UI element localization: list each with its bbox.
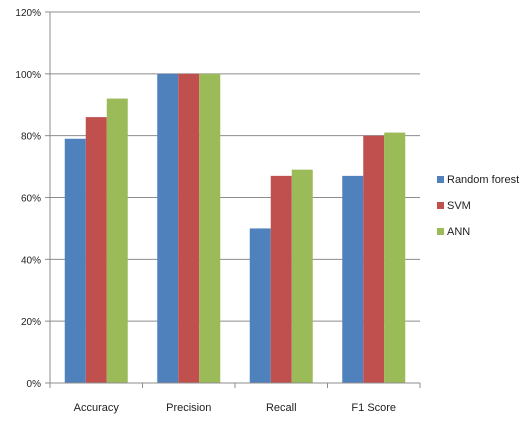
bar-svm-accuracy bbox=[85, 117, 107, 383]
bar-ann-precision bbox=[199, 73, 221, 383]
legend-label: ANN bbox=[447, 226, 470, 238]
bar-ann-recall bbox=[291, 169, 313, 383]
bar-svm-precision bbox=[178, 73, 200, 383]
bar-ann-accuracy bbox=[106, 98, 128, 384]
legend-swatch bbox=[437, 176, 444, 183]
x-category-label: Precision bbox=[166, 402, 211, 414]
bar-random-forest-recall bbox=[249, 228, 271, 383]
x-category-label: Accuracy bbox=[74, 402, 120, 414]
bar-svm-f1-score bbox=[363, 135, 385, 383]
x-category-label: F1 Score bbox=[351, 402, 396, 414]
bar-svm-recall bbox=[270, 175, 292, 383]
bar-random-forest-f1-score bbox=[342, 175, 364, 383]
bar-random-forest-accuracy bbox=[64, 138, 86, 383]
bars bbox=[64, 73, 406, 384]
legend-swatch bbox=[437, 202, 444, 209]
bar-ann-f1-score bbox=[384, 132, 406, 383]
x-axis-categories: Accuracy Precision Recall F1 Score bbox=[49, 383, 421, 414]
y-tick-label: 100% bbox=[15, 70, 41, 81]
legend-swatch bbox=[437, 228, 444, 235]
y-tick-label: 40% bbox=[21, 255, 41, 266]
legend-label: Random forest bbox=[447, 174, 519, 186]
y-tick-label: 120% bbox=[15, 8, 41, 19]
y-tick-label: 80% bbox=[21, 132, 41, 143]
y-tick-label: 0% bbox=[27, 379, 42, 390]
bar-random-forest-precision bbox=[157, 73, 179, 383]
x-category-label: Recall bbox=[266, 402, 297, 414]
y-tick-label: 20% bbox=[21, 317, 41, 328]
legend: Random forest SVM ANN bbox=[437, 174, 519, 238]
y-axis-ticks: 0% 20% 40% 60% 80% 100% 120% bbox=[15, 8, 50, 390]
y-tick-label: 60% bbox=[21, 194, 41, 205]
legend-label: SVM bbox=[447, 200, 471, 212]
